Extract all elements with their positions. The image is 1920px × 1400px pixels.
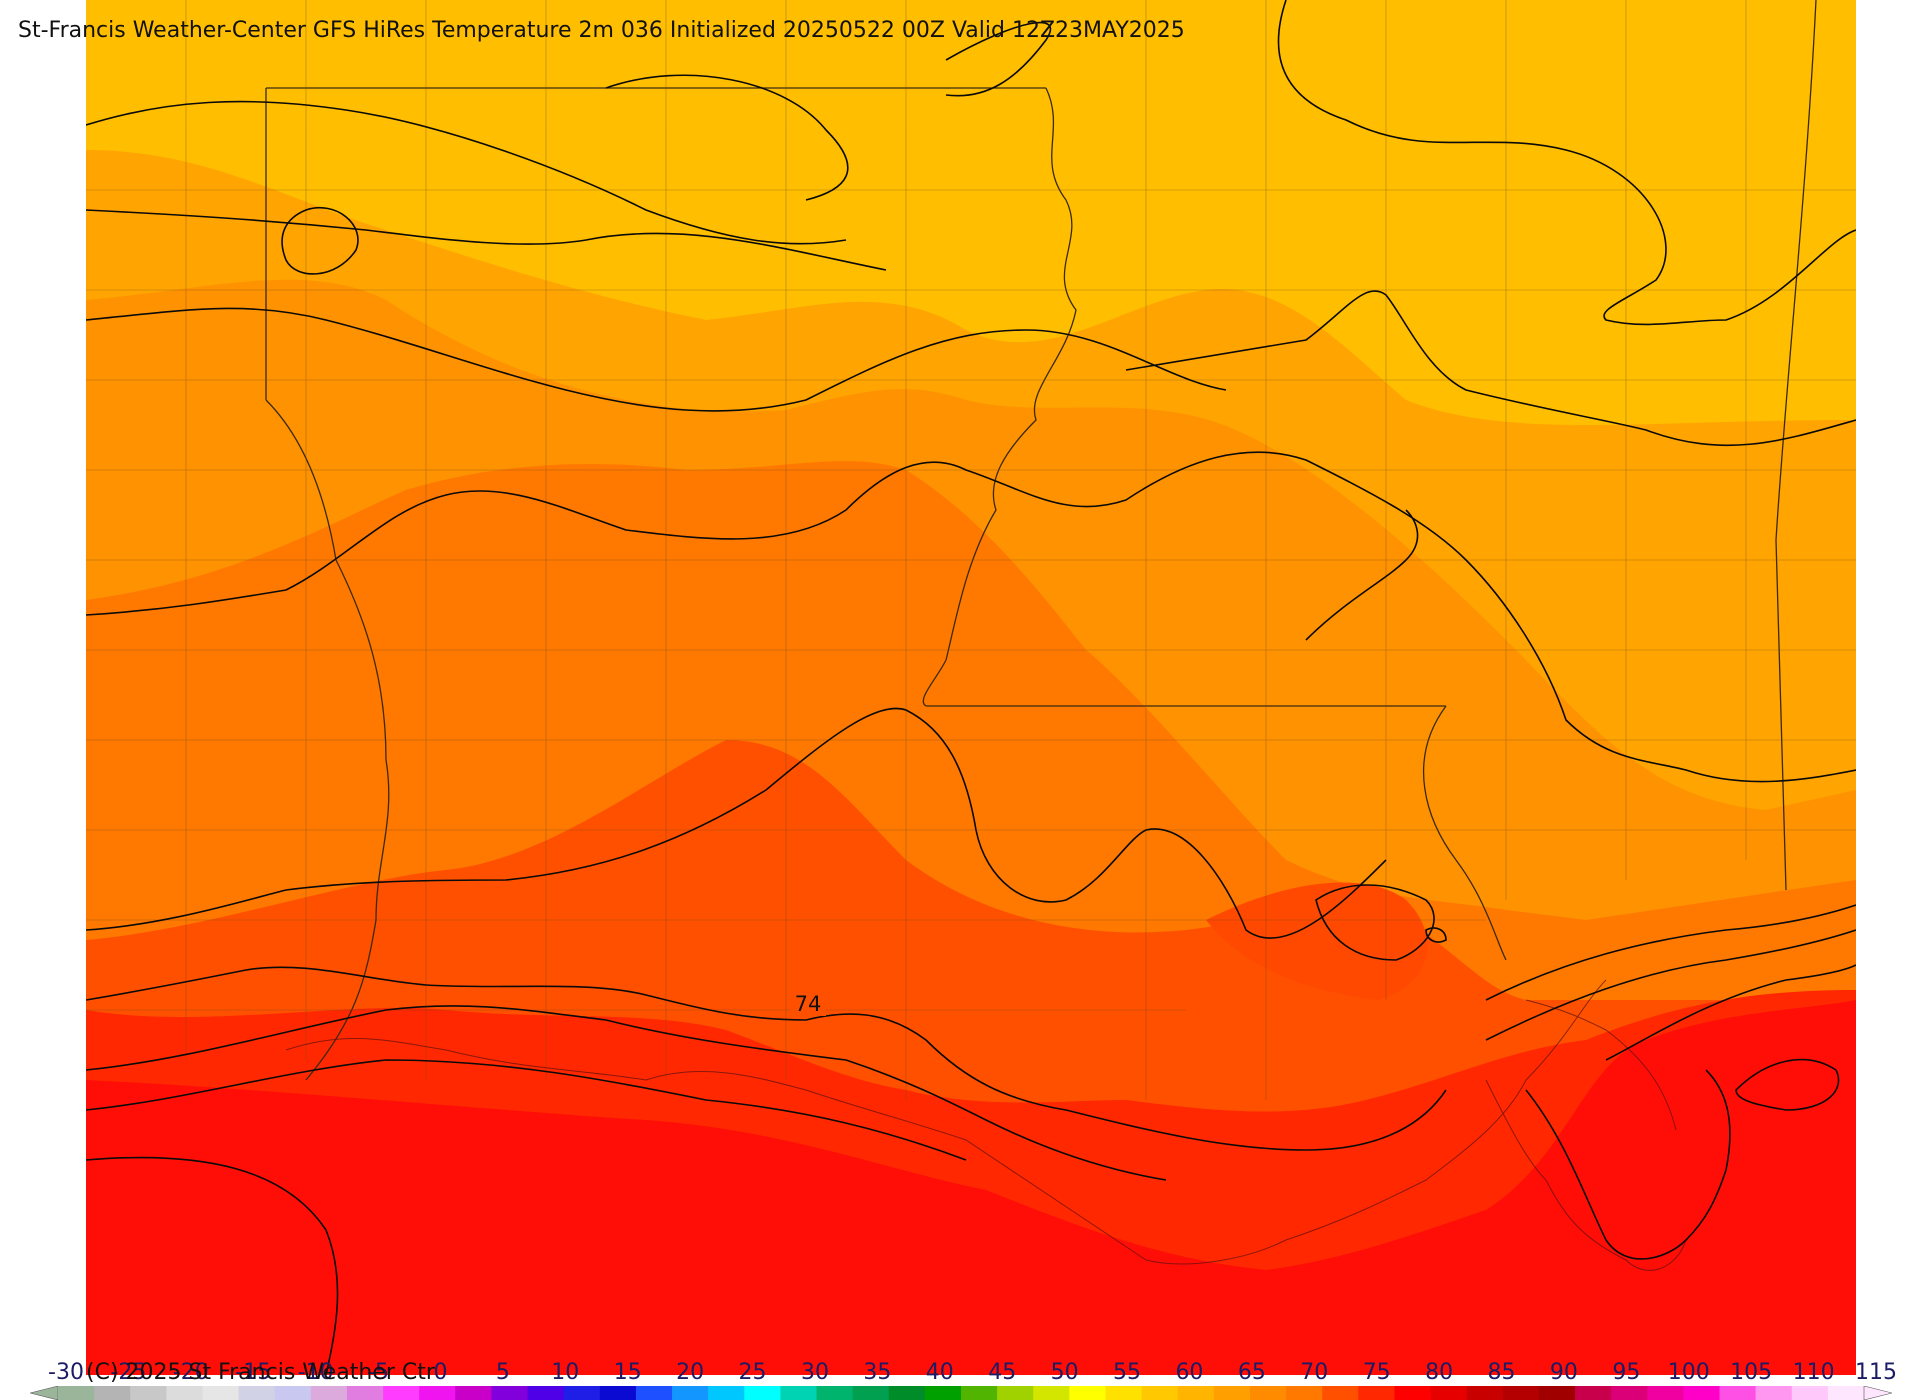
colorbar-segment — [1683, 1386, 1721, 1400]
colorbar-tick-label: -25 — [110, 1360, 147, 1385]
colorbar-segment — [997, 1386, 1034, 1400]
colorbar-tick-label: 30 — [800, 1360, 829, 1385]
colorbar-segment — [780, 1386, 818, 1400]
colorbar-tick-label: 90 — [1549, 1360, 1578, 1385]
colorbar-segment — [527, 1386, 565, 1400]
colorbar-segment — [1213, 1386, 1251, 1400]
colorbar-tick-label: 15 — [613, 1360, 642, 1385]
temperature-colorbar — [30, 1386, 1892, 1400]
band-bright-red — [86, 1000, 1856, 1375]
colorbar-segment — [744, 1386, 781, 1400]
colorbar-tick-label: 5 — [495, 1360, 510, 1385]
contour-label-bg — [790, 990, 826, 1016]
coastline — [285, 979, 1687, 1271]
colorbar-segment — [491, 1386, 529, 1400]
colorbar-tick-label: 70 — [1300, 1360, 1329, 1385]
colorbar-tick-label: 55 — [1113, 1360, 1142, 1385]
colorbar-segment — [1827, 1386, 1865, 1400]
contour-label: 74 — [795, 992, 822, 1016]
colorbar-segment — [888, 1386, 926, 1400]
colorbar-segment — [563, 1386, 601, 1400]
colorbar-segment — [1177, 1386, 1215, 1400]
colorbar-tick-label: 25 — [738, 1360, 767, 1385]
colorbar-segment — [1466, 1386, 1504, 1400]
colorbar-segment — [238, 1386, 276, 1400]
colorbar-tick-label: 85 — [1487, 1360, 1516, 1385]
colorbar-segment — [419, 1386, 456, 1400]
colorbar-segment — [58, 1386, 95, 1400]
colorbar-tick-label: -15 — [235, 1360, 272, 1385]
colorbar-segment — [1249, 1386, 1287, 1400]
colorbar-tick-label: -5 — [367, 1360, 390, 1385]
colorbar-segment — [1647, 1386, 1684, 1400]
colorbar-segment — [1141, 1386, 1179, 1400]
colorbar-tick-label: 10 — [551, 1360, 580, 1385]
colorbar-segment — [1033, 1386, 1070, 1400]
colorbar-tick-label: 80 — [1425, 1360, 1454, 1385]
colorbar-segment — [1791, 1386, 1829, 1400]
colorbar-tick-label: 65 — [1237, 1360, 1266, 1385]
colorbar-tick-label: 75 — [1362, 1360, 1391, 1385]
map-title: St-Francis Weather-Center GFS HiRes Temp… — [18, 18, 1185, 43]
colorbar-segment — [599, 1386, 637, 1400]
colorbar-segment — [961, 1386, 998, 1400]
colorbar-segment — [166, 1386, 203, 1400]
colorbar-tick-label: 95 — [1612, 1360, 1641, 1385]
colorbar-tick-label: 115 — [1855, 1360, 1897, 1385]
colorbar-tick-label: 105 — [1730, 1360, 1773, 1385]
colorbar-segment — [1286, 1386, 1323, 1400]
colorbar-segment — [130, 1386, 167, 1400]
isotherm-contours — [86, 0, 1856, 1375]
temperature-map: 74 — [86, 0, 1856, 1375]
colorbar-segment — [1611, 1386, 1648, 1400]
colorbar-segment — [455, 1386, 492, 1400]
colorbar-max-arrow — [1863, 1386, 1892, 1400]
colorbar-tick-label: -30 — [48, 1360, 84, 1385]
colorbar-segment — [1105, 1386, 1143, 1400]
copyright-text: (C) 2025 St Francis Weather Ctr — [86, 1360, 435, 1385]
colorbar-segment — [635, 1386, 673, 1400]
colorbar-tick-label: 40 — [925, 1360, 954, 1385]
colorbar-segment — [94, 1386, 131, 1400]
colorbar-segment — [708, 1386, 745, 1400]
colorbar-segment — [1430, 1386, 1468, 1400]
colorbar-labels: -30 -25 -20 -15 -10 -5 0 5 10 15 20 25 30 35 40 45 50 55 6… — [0, 1360, 1920, 1388]
colorbar-tick-label: -10 — [297, 1360, 334, 1385]
colorbar-segment — [1719, 1386, 1757, 1400]
colorbar-segment — [1358, 1386, 1395, 1400]
colorbar-segment — [274, 1386, 312, 1400]
colorbar-tick-label: 50 — [1050, 1360, 1079, 1385]
colorbar-tick-label: 110 — [1792, 1360, 1835, 1385]
colorbar-tick-label: -20 — [172, 1360, 209, 1385]
colorbar-segment — [1322, 1386, 1359, 1400]
colorbar-tick-label: 20 — [676, 1360, 705, 1385]
colorbar-tick-label: 35 — [863, 1360, 892, 1385]
colorbar-segment — [672, 1386, 709, 1400]
colorbar-segment — [1069, 1386, 1106, 1400]
colorbar-segment — [1575, 1386, 1612, 1400]
colorbar-tick-label: 0 — [433, 1360, 448, 1385]
colorbar-segment — [346, 1386, 384, 1400]
colorbar-min-arrow — [30, 1386, 59, 1400]
colorbar-segment — [924, 1386, 962, 1400]
colorbar-segment — [1502, 1386, 1540, 1400]
colorbar-segment — [852, 1386, 890, 1400]
colorbar-tick-label: 100 — [1667, 1360, 1710, 1385]
state-boundaries — [265, 0, 1817, 1081]
colorbar-tick-label: 45 — [988, 1360, 1017, 1385]
colorbar-segment — [816, 1386, 854, 1400]
band-red-orange-2 — [1206, 882, 1428, 1000]
colorbar-segment — [383, 1386, 420, 1400]
colorbar-segment — [1755, 1386, 1793, 1400]
colorbar-segment — [310, 1386, 348, 1400]
colorbar-segment — [202, 1386, 240, 1400]
county-lines — [86, 0, 1856, 1100]
colorbar-segment — [1538, 1386, 1576, 1400]
colorbar-segment — [1394, 1386, 1432, 1400]
colorbar-tick-label: 60 — [1175, 1360, 1204, 1385]
